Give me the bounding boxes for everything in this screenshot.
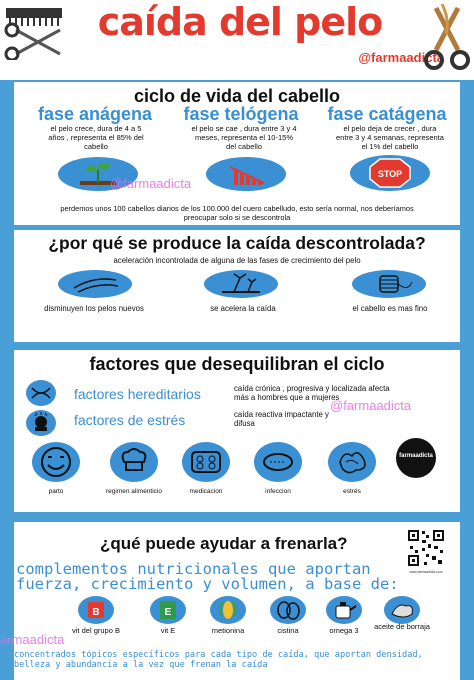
cause-diet: regimen alimenticio (106, 488, 162, 495)
section-uncontrolled-fall: ¿por qué se produce la caída descontrola… (14, 230, 460, 342)
nutrient-methionine: metionina (211, 626, 245, 635)
thin-thread-icon (352, 270, 426, 298)
section-title-life-cycle: ciclo de vida del cabello (133, 86, 341, 106)
borage-flower-icon (384, 596, 420, 624)
falling-tree-icon (204, 270, 278, 298)
header: caída del pelo @farmaadicta (0, 0, 474, 80)
life-cycle-note: perdemos unos 100 cabellos diarios de lo… (60, 204, 414, 222)
scissors-icon (424, 4, 470, 70)
nutrient-vit-e: vit E (160, 626, 176, 635)
watermark: @farmaadicta (110, 176, 192, 191)
nutritional-supplements-text: complementos nutricionales que aportan f… (16, 560, 399, 593)
eggs-icon (270, 596, 306, 624)
watermark: @farmaadicta (330, 398, 412, 413)
brand-logo: farmaadicta (396, 438, 436, 478)
decline-chart-icon (206, 157, 286, 191)
phase-text-anagen: el pelo crece, dura de 4 a 5 años , repr… (48, 124, 144, 151)
growing-plant-icon (58, 157, 138, 191)
cause-childbirth: parto (48, 488, 64, 495)
oil-can-icon (326, 596, 362, 624)
chef-hat-icon (110, 442, 158, 482)
vitamin-b-icon: B (78, 596, 114, 624)
stress-description: caída reactiva impactante y difusa (234, 410, 329, 428)
section-life-cycle: ciclo de vida del cabello fase anágena e… (14, 82, 460, 225)
section-how-to-stop: ¿qué puede ayudar a frenarla? www.farmaa… (0, 522, 460, 680)
stop-sign-icon: STOP (350, 155, 430, 191)
nutrient-omega-3: omega 3 (329, 626, 359, 635)
item-finer-hair: el cabello es mas fino (352, 304, 428, 313)
dna-icon (26, 380, 56, 406)
cause-infection: infeccion (265, 488, 291, 495)
scissors-comb-icon (4, 8, 62, 60)
thin-hairs-icon (58, 270, 132, 298)
phase-text-catagen: el pelo deja de crecer , dura entre 3 y … (336, 124, 444, 151)
qr-caption: www.farmaadicta.com (409, 570, 443, 574)
vitamin-e-icon: E (150, 596, 186, 624)
brain-scribble-icon (328, 442, 376, 482)
brand-logo-text: farmaadicta (399, 453, 433, 459)
item-faster-fall: se acelera la caída (210, 304, 276, 313)
phase-text-telogen: el pelo se cae , dura entre 3 y 4 meses,… (191, 124, 297, 151)
topical-concentrates-text: concentrados tópicos específicos para ca… (14, 650, 423, 670)
section-title-factors: factores que desequilibran el ciclo (89, 354, 385, 374)
phase-title-anagen: fase anágena (37, 104, 153, 124)
factor-hereditary: factores hereditarios (74, 386, 201, 402)
nutrient-borage-oil: aceite de borraja (374, 622, 430, 631)
bandage-icon (254, 442, 302, 482)
nutrient-vit-b: vit del grupo B (72, 626, 120, 635)
phase-title-catagen: fase catágena (327, 104, 447, 124)
section-title-uncontrolled: ¿por qué se produce la caída descontrola… (48, 233, 426, 253)
cause-stress: estrés (343, 488, 361, 495)
factor-stress: factores de estrés (74, 412, 186, 428)
item-fewer-new-hairs: disminuyen los pelos nuevos (44, 304, 144, 313)
nutrient-cystine: cistina (277, 626, 299, 635)
qr-code-icon (406, 528, 446, 568)
hereditary-description: caída crónica , progresiva y localizada … (234, 384, 390, 402)
corn-icon (210, 596, 246, 624)
social-handle: @farmaadicta (358, 50, 444, 65)
phase-title-telogen: fase telógena (183, 104, 299, 124)
section-subtitle-acceleration: aceleración incontrolada de alguna de la… (113, 256, 361, 265)
watermark: armaadicta (0, 632, 65, 647)
pills-icon (182, 442, 230, 482)
section-title-stop: ¿qué puede ayudar a frenarla? (100, 534, 348, 553)
stress-head-icon (26, 410, 56, 436)
smiley-icon (32, 442, 80, 482)
section-imbalance-factors: factores que desequilibran el ciclo fact… (14, 350, 460, 512)
stop-sign-label: STOP (378, 169, 402, 179)
page-title: caída del pelo (97, 0, 384, 44)
cause-medication: medicacion (189, 488, 223, 495)
vitamin-b-label: B (92, 607, 99, 618)
vitamin-e-label: E (165, 607, 172, 618)
